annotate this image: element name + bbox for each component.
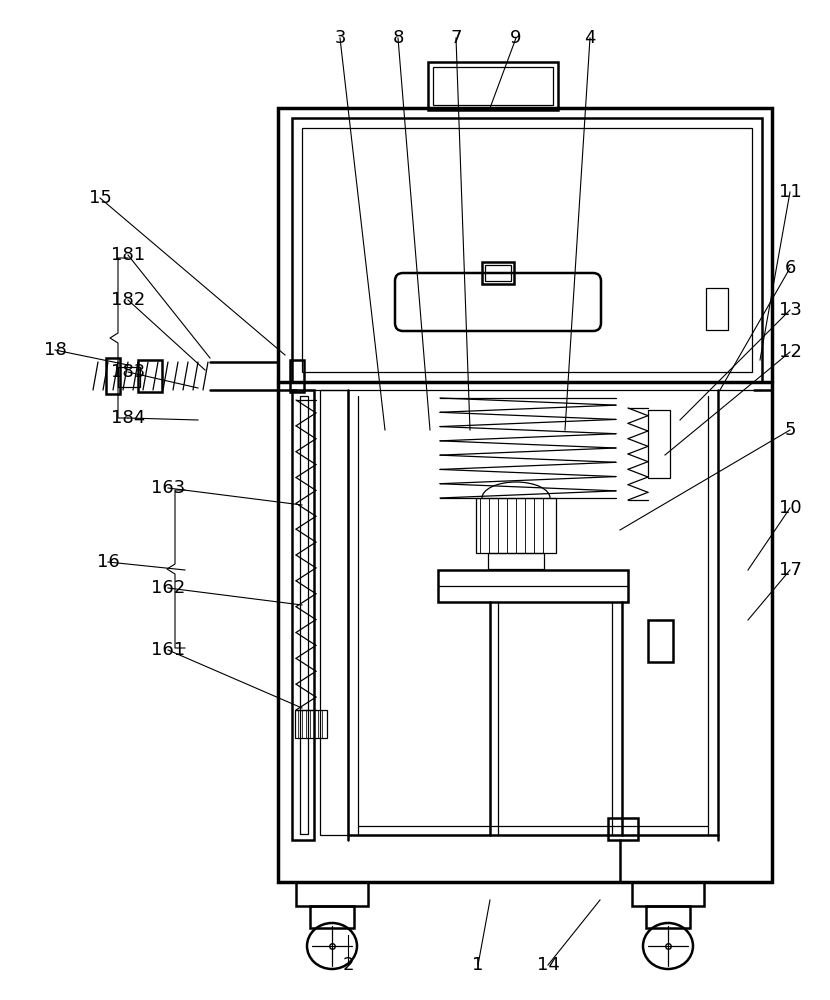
Bar [438,570,628,602]
Bar [485,265,511,281]
Text: 181: 181 [111,246,145,264]
Bar [608,818,638,840]
Bar [278,108,772,882]
Bar [706,288,728,330]
Bar [488,553,544,569]
Bar [648,410,670,478]
Bar [310,906,354,928]
Bar [300,396,308,834]
Bar [482,262,514,284]
Text: 1: 1 [472,956,484,974]
Bar [295,710,327,738]
Bar [632,882,704,906]
Text: 14: 14 [536,956,559,974]
Text: 16: 16 [96,553,120,571]
Bar [302,128,752,372]
Text: 18: 18 [44,341,66,359]
Text: 17: 17 [779,561,802,579]
Text: 10: 10 [779,499,801,517]
Text: 11: 11 [779,183,802,201]
Bar [476,498,556,553]
Bar [433,67,553,105]
Bar [646,906,690,928]
Bar [428,62,558,110]
Text: 4: 4 [584,29,596,47]
Text: 13: 13 [779,301,802,319]
Text: 2: 2 [342,956,354,974]
Text: 15: 15 [89,189,111,207]
Bar [118,367,140,387]
Text: 7: 7 [450,29,461,47]
Text: 184: 184 [111,409,145,427]
Text: 5: 5 [784,421,796,439]
Text: 163: 163 [151,479,185,497]
Text: 182: 182 [111,291,145,309]
Text: 161: 161 [151,641,185,659]
Bar [648,620,673,662]
Text: 9: 9 [510,29,522,47]
Bar [138,360,162,392]
Text: 12: 12 [779,343,802,361]
Bar [292,118,762,382]
Text: 3: 3 [334,29,346,47]
Text: 183: 183 [111,363,145,381]
Bar [292,390,314,840]
Text: 162: 162 [151,579,185,597]
Bar [106,358,120,394]
Bar [290,360,304,392]
Text: 6: 6 [784,259,796,277]
Bar [320,390,348,835]
Text: 8: 8 [393,29,403,47]
Bar [296,882,368,906]
